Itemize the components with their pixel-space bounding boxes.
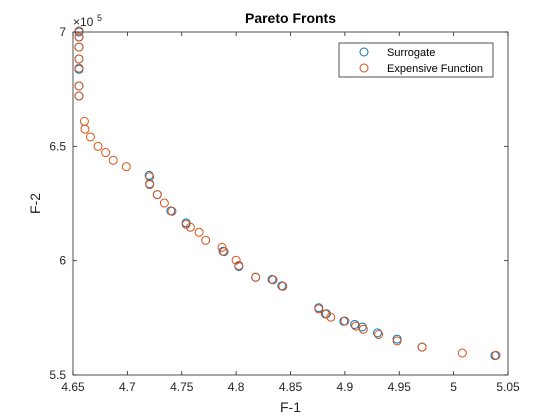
expensive-function-point xyxy=(231,255,241,265)
expensive-function-point xyxy=(167,206,177,216)
y-tick-label: 6.5 xyxy=(49,139,66,153)
expensive-function-point xyxy=(201,235,211,245)
y-tick-label: 6 xyxy=(59,254,66,268)
surrogate-point xyxy=(373,328,382,338)
legend-label-surrogate: Surrogate xyxy=(387,47,435,59)
expensive-function-point xyxy=(74,63,84,73)
expensive-function-point xyxy=(121,162,131,172)
legend-marker-expensive-function xyxy=(359,63,369,73)
y-exponent-base: ×10 xyxy=(73,15,94,29)
expensive-function-point xyxy=(358,324,368,334)
y-axis-label: F-2 xyxy=(27,193,43,214)
plot-area xyxy=(73,32,508,375)
expensive-function-point xyxy=(234,260,244,270)
expensive-function-point xyxy=(326,312,336,322)
legend: Surrogate Expensive Function xyxy=(338,42,494,78)
expensive-function-point xyxy=(85,132,95,142)
expensive-function-point xyxy=(457,348,467,358)
expensive-function-point xyxy=(93,141,103,151)
expensive-function-point xyxy=(268,275,278,285)
y-tick-label: 7 xyxy=(59,25,66,39)
expensive-function-point xyxy=(80,124,90,134)
y-axis: 5.5 6 6.5 7 xyxy=(49,25,508,382)
x-tick-label: 4.8 xyxy=(228,380,245,394)
x-tick-label: 4.75 xyxy=(170,380,194,394)
x-axis: 4.65 4.7 4.75 4.8 4.85 4.9 4.95 5 5.05 xyxy=(61,32,520,394)
expensive-function-point xyxy=(108,155,118,165)
expensive-function-point xyxy=(392,336,402,346)
expensive-function-point xyxy=(101,148,111,158)
expensive-function-point xyxy=(185,222,195,232)
x-tick-label: 4.95 xyxy=(388,380,412,394)
expensive-function-point xyxy=(194,227,204,237)
expensive-function-point xyxy=(74,26,84,36)
expensive-function-point xyxy=(340,316,350,326)
expensive-function-point xyxy=(219,247,229,257)
series-expensive-function xyxy=(74,26,501,360)
y-exponent-power: 5 xyxy=(97,13,102,23)
legend-box xyxy=(338,42,494,78)
x-tick-label: 4.85 xyxy=(279,380,303,394)
expensive-function-point xyxy=(74,54,84,64)
x-axis-label: F-1 xyxy=(280,399,301,415)
y-tick-label: 5.5 xyxy=(49,368,66,382)
x-tick-label: 4.65 xyxy=(61,380,85,394)
expensive-function-point xyxy=(74,42,84,52)
expensive-function-point xyxy=(374,330,384,340)
expensive-function-point xyxy=(491,350,501,360)
expensive-function-point xyxy=(217,242,227,252)
expensive-function-point xyxy=(74,91,84,101)
expensive-function-point xyxy=(251,272,261,282)
legend-label-expensive-function: Expensive Function xyxy=(387,63,483,75)
expensive-function-point xyxy=(320,309,330,319)
x-tick-label: 4.7 xyxy=(119,380,136,394)
x-tick-label: 5.05 xyxy=(496,380,520,394)
chart-title: Pareto Fronts xyxy=(245,10,336,26)
expensive-function-point xyxy=(351,321,361,331)
x-tick-label: 5 xyxy=(450,380,457,394)
expensive-function-point xyxy=(278,281,288,291)
expensive-function-point xyxy=(74,32,84,42)
y-exponent-label: ×10 5 xyxy=(73,13,102,29)
legend-marker-surrogate xyxy=(359,47,369,57)
expensive-function-point xyxy=(417,342,427,352)
x-tick-label: 4.9 xyxy=(337,380,354,394)
expensive-function-point xyxy=(145,180,155,190)
expensive-function-point xyxy=(314,304,324,314)
expensive-function-point xyxy=(152,190,162,200)
expensive-function-point xyxy=(74,81,84,91)
expensive-function-point xyxy=(159,198,169,208)
